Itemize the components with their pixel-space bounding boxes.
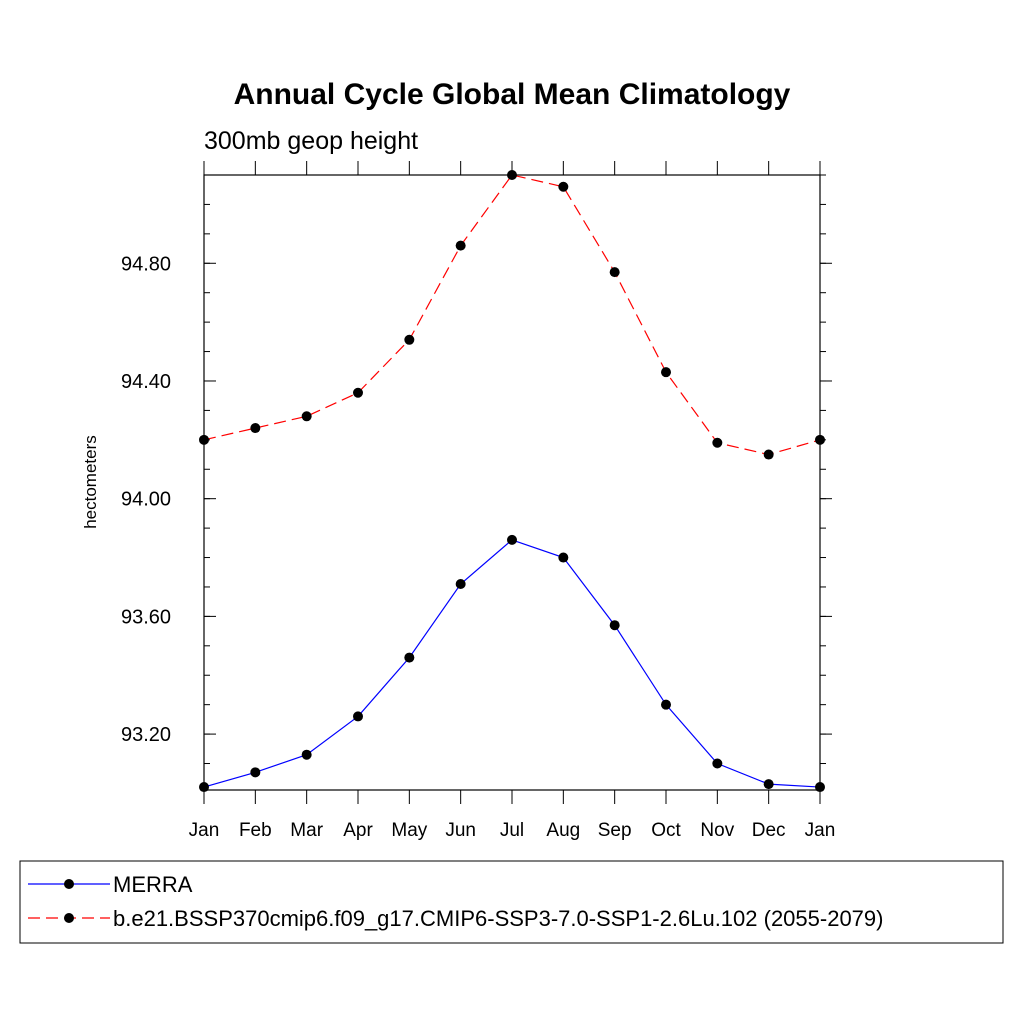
data-point bbox=[404, 652, 415, 663]
x-tick-label: Jun bbox=[445, 820, 476, 841]
data-point bbox=[455, 240, 466, 251]
legend-label-1: b.e21.BSSP370cmip6.f09_g17.CMIP6-SSP3-7.… bbox=[113, 906, 883, 931]
data-point bbox=[609, 267, 620, 278]
x-tick-label: Aug bbox=[546, 820, 580, 841]
y-tick-label: 94.80 bbox=[121, 253, 171, 275]
legend: MERRA b.e21.BSSP370cmip6.f09_g17.CMIP6-SS… bbox=[28, 872, 883, 931]
data-point bbox=[301, 411, 312, 422]
data-point bbox=[507, 170, 517, 180]
x-tick-label: May bbox=[391, 820, 427, 841]
data-point bbox=[558, 552, 569, 563]
data-point bbox=[712, 437, 723, 448]
x-tick-label: Dec bbox=[752, 820, 786, 841]
data-point bbox=[250, 767, 261, 778]
legend-marker-1 bbox=[64, 913, 74, 923]
series-layer bbox=[199, 170, 825, 793]
x-tick-label: Feb bbox=[239, 820, 272, 841]
data-point bbox=[815, 434, 825, 445]
y-tick-label: 93.20 bbox=[121, 724, 171, 746]
x-tick-label: Jan bbox=[189, 820, 220, 841]
data-point bbox=[199, 782, 209, 793]
x-tick-label: Sep bbox=[598, 820, 632, 841]
x-tick-label: Mar bbox=[290, 820, 323, 841]
y-axis-label: hectometers bbox=[81, 435, 100, 529]
series-line-0 bbox=[203, 539, 821, 788]
x-tick-label: Nov bbox=[700, 820, 734, 841]
series-line-1 bbox=[203, 174, 821, 456]
axes-layer: 93.20 93.60 94.00 94.40 94.80 Jan Feb Mar Apr May… bbox=[121, 161, 835, 841]
data-point bbox=[250, 423, 261, 434]
x-tick-label: Oct bbox=[651, 820, 681, 841]
y-tick-label: 94.40 bbox=[121, 371, 171, 393]
data-point bbox=[301, 749, 312, 760]
data-point bbox=[712, 758, 723, 769]
data-point bbox=[353, 387, 363, 398]
chart-subtitle: 300mb geop height bbox=[204, 127, 418, 155]
data-point bbox=[507, 534, 517, 545]
data-point bbox=[353, 711, 363, 722]
chart-title: Annual Cycle Global Mean Climatology bbox=[234, 78, 791, 111]
data-point bbox=[661, 699, 671, 710]
y-tick-label: 93.60 bbox=[121, 606, 171, 628]
legend-label-0: MERRA bbox=[113, 872, 193, 897]
data-point bbox=[815, 782, 825, 793]
y-tick-label: 94.00 bbox=[121, 489, 171, 511]
data-point bbox=[763, 449, 774, 460]
data-point bbox=[199, 434, 209, 445]
x-tick-label: Apr bbox=[343, 820, 373, 841]
data-point bbox=[404, 334, 415, 345]
data-point bbox=[763, 779, 774, 790]
x-tick-label: Jan bbox=[805, 820, 836, 841]
data-point bbox=[558, 181, 569, 192]
legend-box bbox=[19, 860, 1004, 944]
x-tick-label: Jul bbox=[500, 820, 524, 841]
data-point bbox=[661, 367, 671, 378]
plot-frame bbox=[203, 174, 821, 791]
legend-marker-0 bbox=[64, 879, 74, 889]
data-point bbox=[455, 579, 466, 590]
data-point bbox=[609, 620, 620, 631]
